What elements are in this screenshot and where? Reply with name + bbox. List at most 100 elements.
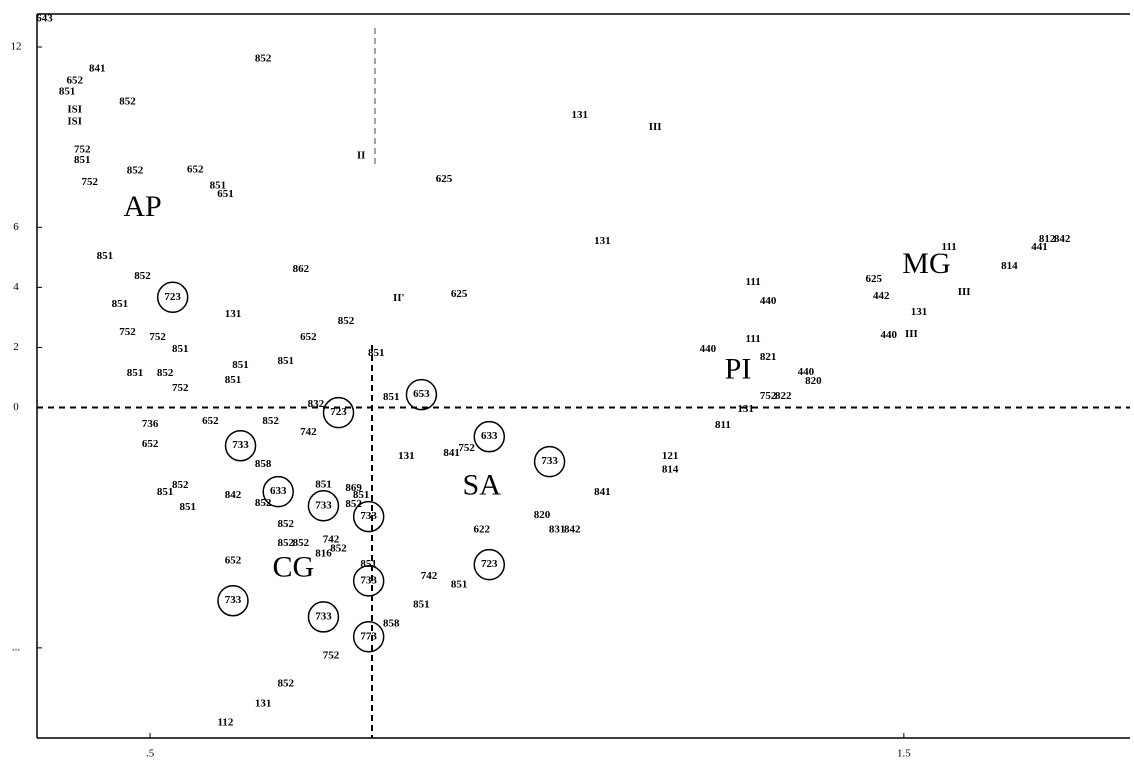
point-label: 858 [255,458,272,470]
group-label: AP [123,190,161,223]
point-label: 851 [232,359,249,371]
point-label: 643 [36,13,53,25]
y-tick-label: 12 [11,41,22,53]
circled-label: 723 [330,406,347,418]
point-label: 852 [278,518,295,530]
circled-label: 733 [315,499,332,511]
point-label: 851 [157,486,174,498]
point-label: 852 [255,497,272,509]
point-label: 851 [383,391,400,403]
point-label: 121 [662,450,679,462]
point-label: 652 [187,164,204,176]
point-label: 812 [1039,233,1056,245]
point-label: 851 [172,343,189,355]
group-label: CG [272,551,314,584]
point-label: 814 [662,463,679,475]
point-label: 852 [172,479,189,491]
point-label: 851 [97,250,114,262]
point-label: 820 [805,375,822,387]
point-label: 852 [262,415,279,427]
circled-point [405,378,438,411]
point-label: 752 [172,382,189,394]
point-label: 851 [278,355,295,367]
circled-label: 733 [360,574,377,586]
point-label: 742 [300,426,317,438]
circled-label: 733 [315,610,332,622]
point-label: 842 [1054,233,1071,245]
point-label: 851 [451,578,468,590]
point-label: 822 [775,390,792,402]
point-label: 842 [564,523,581,535]
point-label: 752 [149,331,166,343]
point-label: II [357,150,366,162]
point-label: 625 [436,173,453,185]
circled-label: 723 [481,558,498,570]
point-label: 441 [1031,241,1048,253]
point-label: 811 [715,419,731,431]
point-label: 852 [278,677,295,689]
point-label: 131 [571,109,588,121]
point-label: 440 [881,329,898,341]
point-label: 131 [594,235,611,247]
point-label: 752 [323,650,340,662]
point-label: 852 [157,367,174,379]
point-label: 862 [293,263,310,275]
point-label: 752 [760,390,777,402]
point-label: 841 [89,63,106,75]
point-label: 752 [74,144,91,156]
point-label: 851 [74,154,91,166]
point-label: 852 [278,537,295,549]
point-label: 652 [202,415,219,427]
circled-point [473,548,506,581]
point-label: 131 [255,698,272,710]
point-label: 851 [210,180,227,192]
point-label: 851 [112,298,129,310]
point-label: 131 [225,308,242,320]
point-label: III [958,286,971,298]
point-label: 625 [865,273,882,285]
circled-point [307,601,340,633]
point-label: 440 [760,295,777,307]
y-tick-label: 4 [13,281,19,293]
point-label: 852 [119,96,136,108]
point-label: 652 [66,75,83,87]
point-label: 842 [225,489,242,501]
point-label: 852 [345,498,362,510]
point-label: 852 [293,537,310,549]
point-label: 111 [745,276,760,288]
point-label: 851 [368,347,385,359]
point-label: 652 [225,554,242,566]
circled-point [217,584,249,617]
point-label: 851 [127,367,144,379]
circled-point [262,475,294,508]
circled-point [352,621,385,653]
group-label: PI [725,352,752,385]
point-label: 851 [180,501,197,513]
point-label: 652 [142,438,159,450]
point-label: 736 [142,418,159,430]
point-label: 832 [308,398,325,410]
point-label: 851 [360,558,377,570]
point-label: 742 [323,533,340,545]
y-tick-label: 6 [13,221,19,233]
point-label: 851 [59,86,76,98]
point-label: 651 [217,188,234,200]
circled-label: 633 [481,430,498,442]
point-label: 622 [473,523,490,535]
circled-label: 773 [360,630,377,642]
point-label: 869 [345,482,362,494]
x-tick-label: .5 [146,748,155,760]
point-label: 440 [798,366,815,378]
point-label: 440 [700,343,717,355]
point-label: 852 [330,542,347,554]
circled-point [307,490,340,522]
point-label: 625 [451,288,468,300]
point-label: III [905,328,918,340]
circled-point [533,445,566,478]
point-label: 841 [594,486,611,498]
point-label: 752 [119,326,136,338]
point-label: 831 [549,523,566,535]
point-label: 821 [760,351,777,363]
group-label: SA [463,469,502,502]
